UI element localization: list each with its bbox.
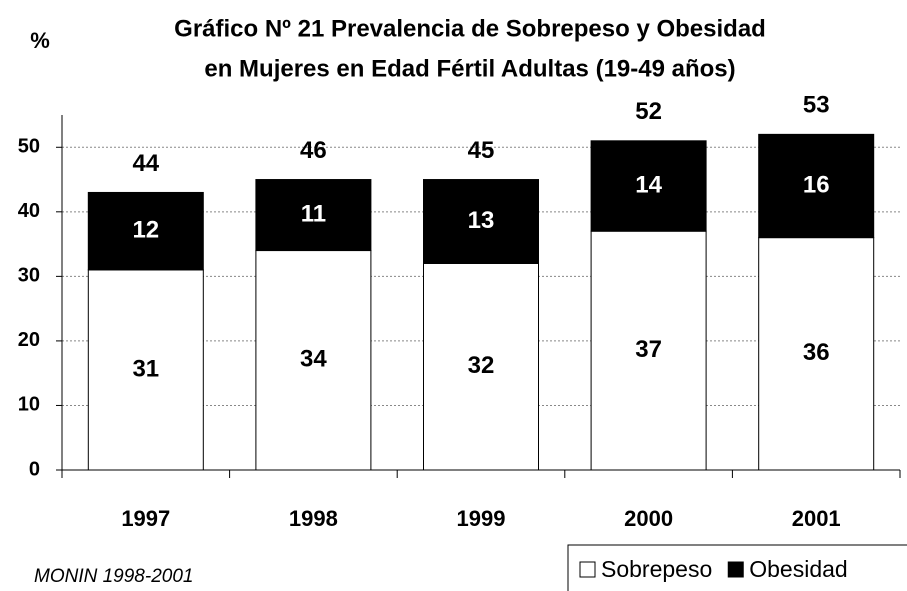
- data-label: 14: [635, 171, 662, 198]
- bar-segment: [423, 262, 539, 471]
- total-label: 44: [132, 150, 159, 177]
- x-tick-label: 1998: [289, 506, 338, 531]
- total-label: 53: [803, 92, 830, 119]
- bar-segment: [255, 179, 372, 252]
- y-tick-label: 20: [18, 329, 40, 351]
- data-label: 13: [468, 207, 495, 234]
- data-label: 34: [300, 346, 327, 373]
- x-tick-label: 1999: [457, 506, 506, 531]
- bar-segment: [590, 230, 707, 471]
- y-tick-label: 10: [18, 394, 40, 416]
- x-tick-label: 2001: [792, 506, 841, 531]
- y-tick-label: 0: [29, 458, 40, 480]
- y-tick-label: 40: [18, 200, 40, 222]
- legend-label: Sobrepeso: [601, 556, 712, 582]
- data-label: 36: [803, 339, 830, 366]
- total-label: 52: [635, 98, 662, 125]
- source: MONIN 1998-2001: [34, 566, 193, 587]
- bar-segment: [758, 133, 875, 239]
- data-label: 11: [301, 200, 326, 227]
- legend-swatch: [579, 561, 596, 578]
- y-axis-label: %: [30, 28, 50, 53]
- legend-swatch: [727, 561, 744, 578]
- data-label: 32: [468, 352, 495, 379]
- x-tick-label: 1997: [121, 506, 170, 531]
- data-label: 31: [132, 355, 159, 382]
- data-label: 12: [132, 217, 159, 244]
- bar-segment: [87, 191, 204, 271]
- chart-title: en Mujeres en Edad Fértil Adultas (19-49…: [204, 55, 735, 82]
- y-tick-label: 50: [18, 136, 40, 158]
- bar-segment: [590, 140, 707, 232]
- bar-segment: [255, 250, 372, 471]
- y-tick-label: 30: [18, 265, 40, 287]
- total-label: 45: [468, 137, 495, 164]
- bar-segment: [758, 237, 875, 471]
- legend-label: Obesidad: [749, 556, 847, 582]
- bar-segment: [87, 269, 204, 471]
- bar-segment: [423, 179, 539, 264]
- data-label: 16: [803, 171, 830, 198]
- data-label: 37: [635, 336, 662, 363]
- total-label: 46: [300, 137, 327, 164]
- chart-title: Gráfico Nº 21 Prevalencia de Sobrepeso y…: [174, 15, 766, 42]
- x-tick-label: 2000: [624, 506, 673, 531]
